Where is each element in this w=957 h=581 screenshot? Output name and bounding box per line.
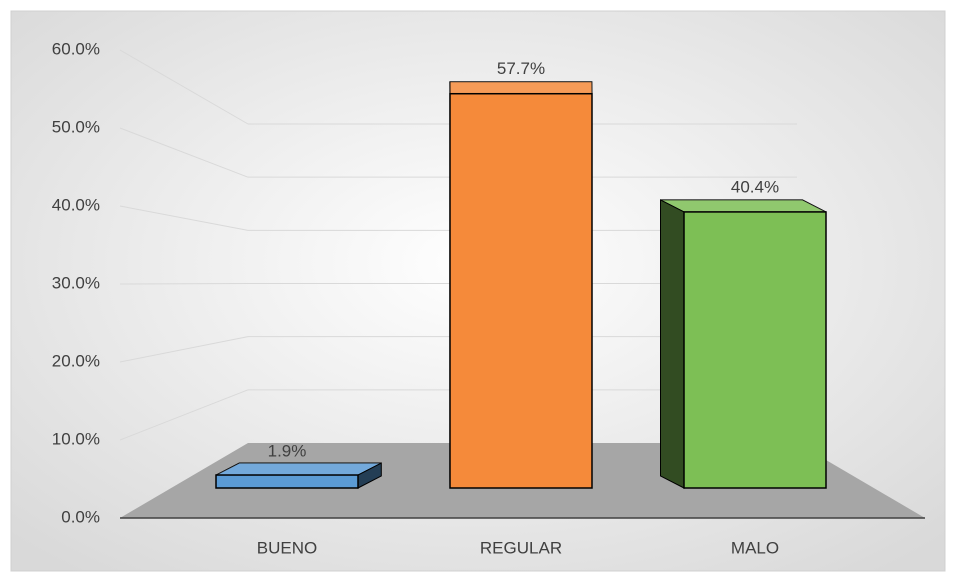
- y-tick-label: 20.0%: [52, 351, 100, 370]
- data-label: 1.9%: [268, 442, 307, 461]
- bar-top-shade: [449, 81, 592, 94]
- bar-side-shade: [358, 463, 382, 488]
- x-tick-label: BUENO: [257, 538, 317, 557]
- data-label: 57.7%: [497, 59, 545, 78]
- bar: [683, 211, 827, 489]
- grid-line-side: [119, 283, 249, 285]
- grid-line-side: [119, 389, 249, 441]
- y-tick-label: 40.0%: [52, 195, 100, 214]
- grid-line-side: [119, 49, 249, 125]
- y-tick-label: 0.0%: [61, 507, 100, 526]
- y-tick-label: 10.0%: [52, 429, 100, 448]
- bar-side-shade: [660, 199, 684, 488]
- data-label: 40.4%: [731, 177, 779, 196]
- y-tick-label: 50.0%: [52, 117, 100, 136]
- y-tick-label: 30.0%: [52, 273, 100, 292]
- grid-line-side: [119, 205, 249, 231]
- grid-line-side: [119, 127, 249, 178]
- bar: [215, 474, 359, 489]
- y-tick-label: 60.0%: [52, 39, 100, 58]
- bar-top-shade: [660, 199, 826, 212]
- bar: [449, 92, 593, 489]
- grid-line-side: [119, 336, 249, 363]
- x-tick-label: MALO: [731, 538, 779, 557]
- bar-top-shade: [216, 463, 382, 476]
- x-tick-label: REGULAR: [480, 538, 562, 557]
